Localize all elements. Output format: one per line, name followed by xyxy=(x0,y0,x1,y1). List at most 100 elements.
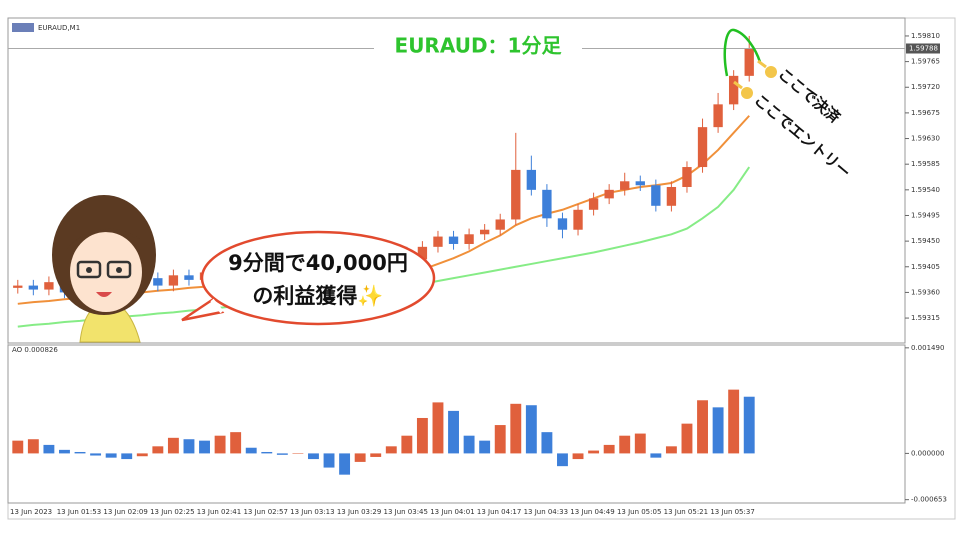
ao-bar xyxy=(354,453,366,462)
y-tick-label: 0.001490 xyxy=(911,344,944,352)
candle-body xyxy=(433,236,443,247)
ao-bar xyxy=(276,453,288,455)
candle-body xyxy=(13,285,23,288)
candle-body xyxy=(479,229,490,235)
ao-bar xyxy=(712,407,724,454)
candle-body xyxy=(168,275,179,286)
ao-bar xyxy=(494,425,506,454)
ao-label: AO 0.000826 xyxy=(12,346,58,354)
time-label: 13 Jun 05:21 xyxy=(664,508,708,516)
ao-bar xyxy=(152,446,164,454)
y-tick-label: 0.000000 xyxy=(911,449,944,457)
candle-body xyxy=(464,234,474,244)
time-label: 13 Jun 03:45 xyxy=(384,508,428,516)
candle-body xyxy=(728,75,739,105)
candle-body xyxy=(588,198,599,210)
ao-bar xyxy=(214,435,226,454)
time-label: 13 Jun 05:37 xyxy=(710,508,754,516)
candle-body xyxy=(744,48,754,76)
candle-body xyxy=(573,209,583,230)
time-label: 13 Jun 02:41 xyxy=(197,508,241,516)
ao-bar xyxy=(665,446,677,454)
window-icon xyxy=(12,23,34,32)
candle-body xyxy=(651,185,661,206)
time-label: 13 Jun 01:53 xyxy=(57,508,101,516)
ao-bar xyxy=(59,449,70,454)
time-label: 13 Jun 04:01 xyxy=(430,508,474,516)
last-price-box xyxy=(906,43,940,54)
candle-body xyxy=(28,285,39,290)
ao-panel xyxy=(7,344,906,504)
time-label: 13 Jun 04:49 xyxy=(570,508,614,516)
y-tick-label: 1.59585 xyxy=(911,160,940,168)
ao-bar xyxy=(199,440,210,454)
y-tick-label: 1.59675 xyxy=(911,109,940,117)
window-frame xyxy=(7,17,956,520)
ao-bar xyxy=(43,444,55,454)
y-tick-label: 1.59765 xyxy=(911,58,940,66)
bubble-line: の利益獲得✨ xyxy=(252,284,383,308)
time-label: 13 Jun 2023 xyxy=(10,508,52,516)
highlight-loop xyxy=(723,28,762,77)
ao-bar xyxy=(681,423,693,454)
y-tick-label: 1.59315 xyxy=(911,314,940,322)
last-price-label: 1.59788 xyxy=(909,44,938,52)
ao-bar xyxy=(401,435,413,454)
ao-bar xyxy=(448,410,459,454)
y-tick-label: 1.59360 xyxy=(911,288,940,296)
candle-body xyxy=(682,167,692,187)
time-label: 13 Jun 02:09 xyxy=(103,508,147,516)
y-tick-label: 1.59495 xyxy=(911,211,940,219)
ao-bar xyxy=(728,389,740,454)
ao-bar xyxy=(12,440,24,454)
y-tick-label: 1.59540 xyxy=(911,186,940,194)
time-label: 13 Jun 04:33 xyxy=(524,508,568,516)
ao-bar xyxy=(697,400,708,454)
ao-bar xyxy=(385,446,397,454)
candle-body xyxy=(44,282,54,290)
y-tick-label: 1.59630 xyxy=(911,135,940,143)
ao-bar xyxy=(588,450,600,454)
time-label: 13 Jun 03:13 xyxy=(290,508,334,516)
candle-body xyxy=(604,189,614,199)
candle-body xyxy=(635,181,645,186)
y-tick-label: -0.000653 xyxy=(911,496,947,504)
y-tick-label: 1.59405 xyxy=(911,263,940,271)
candle-body xyxy=(557,218,568,230)
candle-body xyxy=(713,104,723,128)
character xyxy=(52,195,156,343)
ao-bar xyxy=(557,453,568,467)
symbol-label: EURAUD,M1 xyxy=(38,24,80,32)
ao-bar xyxy=(230,432,242,454)
ao-bar xyxy=(416,417,428,454)
bubble-line: 9分間で40,000円 xyxy=(228,251,408,275)
candle-body xyxy=(184,275,194,280)
time-label: 13 Jun 02:25 xyxy=(150,508,194,516)
ao-bar xyxy=(136,453,148,457)
candle-body xyxy=(697,127,708,168)
ao-bar xyxy=(27,439,39,454)
ao-bar xyxy=(510,403,522,454)
pointer-entry xyxy=(733,80,753,99)
candle-body xyxy=(666,186,677,206)
candle-body xyxy=(542,189,552,219)
ao-bar xyxy=(339,453,351,475)
time-label: 13 Jun 03:29 xyxy=(337,508,381,516)
time-label: 13 Jun 02:57 xyxy=(243,508,287,516)
ao-bar xyxy=(74,451,86,454)
ao-bar xyxy=(479,440,491,454)
y-tick-label: 1.59450 xyxy=(911,237,940,245)
ao-bar xyxy=(463,435,475,454)
y-tick-label: 1.59720 xyxy=(911,83,940,91)
speech-bubble: 9分間で40,000円 の利益獲得✨ xyxy=(181,230,436,326)
ao-bar xyxy=(541,432,553,454)
time-label: 13 Jun 04:17 xyxy=(477,508,521,516)
candle-body xyxy=(511,169,521,220)
pointer-exit xyxy=(757,59,777,78)
ao-bar xyxy=(572,453,584,460)
ao-bar xyxy=(121,453,133,460)
candle-body xyxy=(526,169,537,190)
ao-bar xyxy=(245,447,257,454)
ao-bar xyxy=(323,453,335,468)
